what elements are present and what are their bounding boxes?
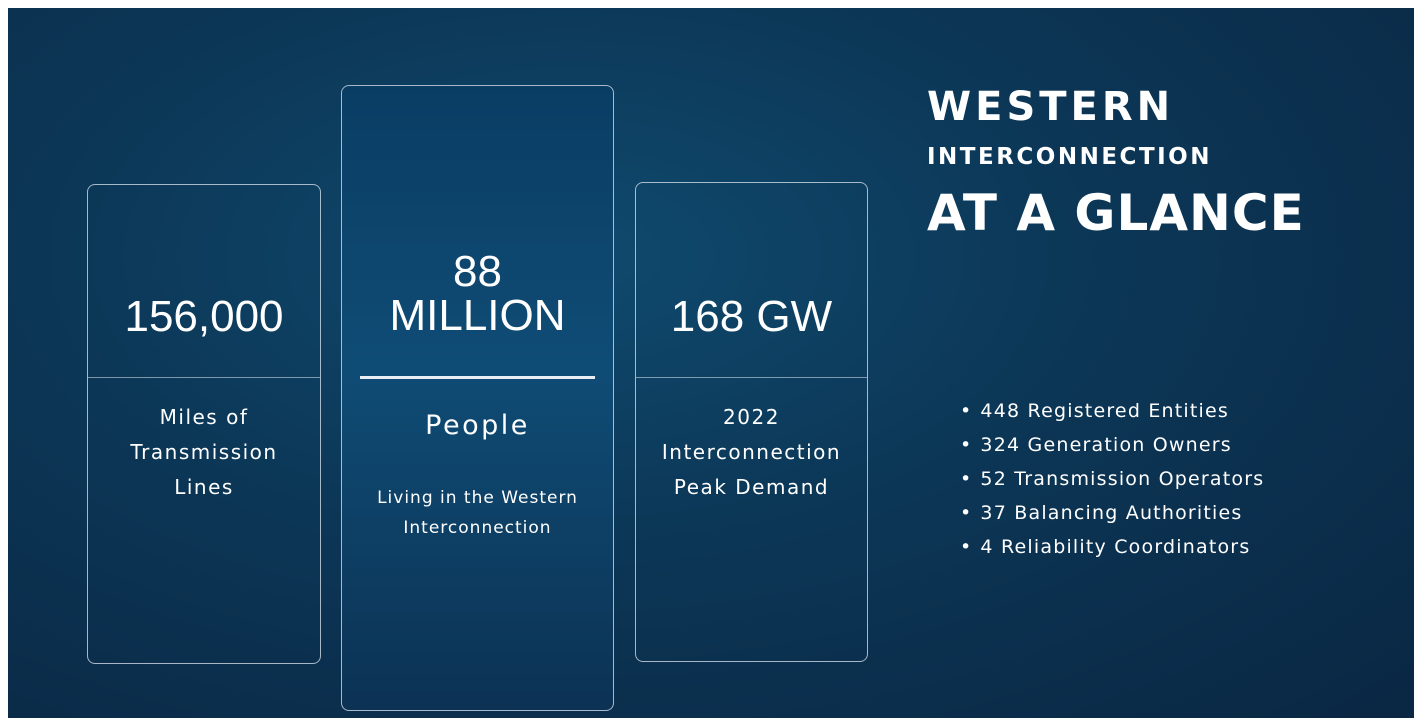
value-line: MILLION: [389, 291, 566, 340]
label-line: Transmission: [130, 440, 278, 464]
card-value: 88 MILLION: [342, 250, 613, 338]
bullet-item: 37 Balancing Authorities: [960, 496, 1264, 530]
divider: [636, 377, 867, 378]
label-line: 2022: [723, 405, 780, 429]
sub-line: Living in the Western: [377, 488, 578, 508]
slide: 156,000 Miles of Transmission Lines 88 M…: [8, 8, 1414, 718]
card-value: 168 GW: [670, 292, 833, 341]
card-sub: Living in the Western Interconnection: [342, 483, 613, 543]
card: 168 GW 2022 Interconnection Peak Demand: [635, 182, 868, 662]
bullet-list: 448 Registered Entities324 Generation Ow…: [960, 394, 1264, 564]
divider: [88, 377, 320, 378]
title-line: AT A GLANCE: [927, 184, 1305, 242]
card-value: 156,000: [124, 292, 284, 341]
label-line: Miles of: [159, 405, 249, 429]
card-label: Miles of Transmission Lines: [88, 400, 320, 505]
card-label: 2022 Interconnection Peak Demand: [636, 400, 867, 505]
bullet-item: 4 Reliability Coordinators: [960, 530, 1264, 564]
bullet-item: 52 Transmission Operators: [960, 462, 1264, 496]
card: 88 MILLION People Living in the Western …: [341, 85, 614, 711]
label-line: Peak Demand: [673, 475, 830, 499]
divider: [360, 376, 595, 379]
title-line: INTERCONNECTION: [927, 144, 1212, 170]
sub-line: Interconnection: [403, 518, 552, 538]
bullet-item: 448 Registered Entities: [960, 394, 1264, 428]
bullet-item: 324 Generation Owners: [960, 428, 1264, 462]
card-label: People: [425, 410, 530, 441]
card: 156,000 Miles of Transmission Lines: [87, 184, 321, 664]
title-line: WESTERN: [927, 84, 1175, 130]
label-line: Interconnection: [661, 440, 842, 464]
label-line: Lines: [174, 475, 234, 499]
value-line: 88: [453, 247, 502, 296]
